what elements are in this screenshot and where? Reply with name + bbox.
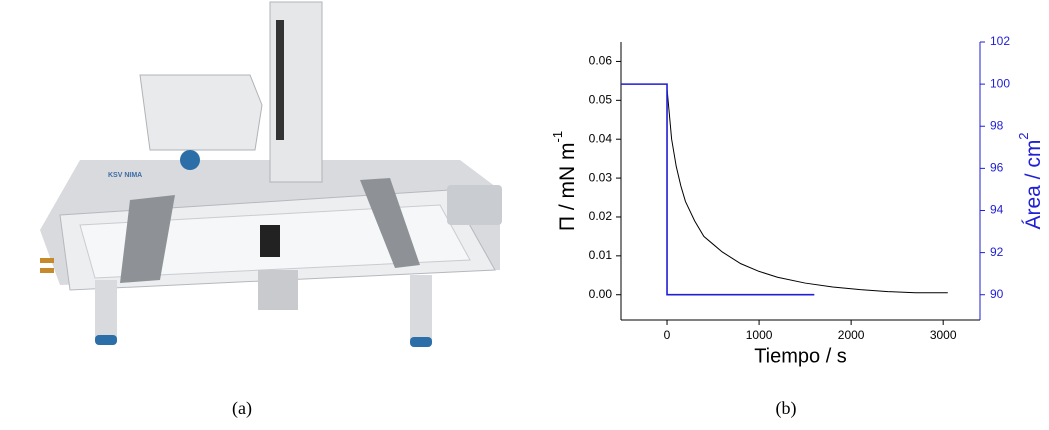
logo: KSV NIMA — [108, 172, 142, 179]
y-tick-label: 0.05 — [589, 92, 613, 106]
data-line — [666, 88, 948, 295]
y2-axis-label-sup: 2 — [1016, 132, 1031, 139]
y-tick-label: 0.00 — [589, 287, 613, 301]
x-tick-label: 3000 — [930, 328, 957, 342]
x-tick-label: 1000 — [746, 328, 773, 342]
y2-tick-label: 100 — [990, 76, 1010, 90]
y2-axis-label-text: Área / cm — [1022, 140, 1045, 230]
y-axis-label: Π / mN m-1 — [550, 131, 578, 231]
y2-tick-label: 96 — [990, 161, 1004, 175]
caption: (b) — [776, 398, 797, 419]
y2-tick-label: 98 — [990, 118, 1004, 132]
x-tick-label: 0 — [664, 328, 671, 342]
y-tick-label: 0.03 — [589, 170, 613, 184]
y2-tick-label: 102 — [990, 34, 1010, 48]
y-tick-label: 0.01 — [589, 248, 613, 262]
chart: 0 1000 2000 3000 0.00 0.01 0.02 0.03 0.04 0.05 0.0… — [550, 34, 1044, 367]
x-tick-label: 2000 — [838, 328, 865, 342]
y2-axis-label: Área / cm2 — [1016, 132, 1044, 229]
caption: (a) — [232, 398, 252, 419]
y2-tick-label: 94 — [990, 203, 1004, 217]
device-photo: KSV NIMA — [40, 1, 502, 347]
y2-tick-label: 90 — [990, 287, 1004, 301]
y-tick-label: 0.04 — [589, 131, 613, 145]
data-line — [621, 83, 815, 296]
y-axis-label-text: Π / mN m — [556, 142, 579, 231]
y-tick-label: 0.06 — [589, 54, 613, 68]
y-tick-label: 0.02 — [589, 209, 613, 223]
y2-tick-label: 92 — [990, 245, 1004, 259]
y-axis-label-sup: -1 — [550, 131, 565, 143]
x-axis-label: Tiempo / s — [754, 345, 847, 367]
